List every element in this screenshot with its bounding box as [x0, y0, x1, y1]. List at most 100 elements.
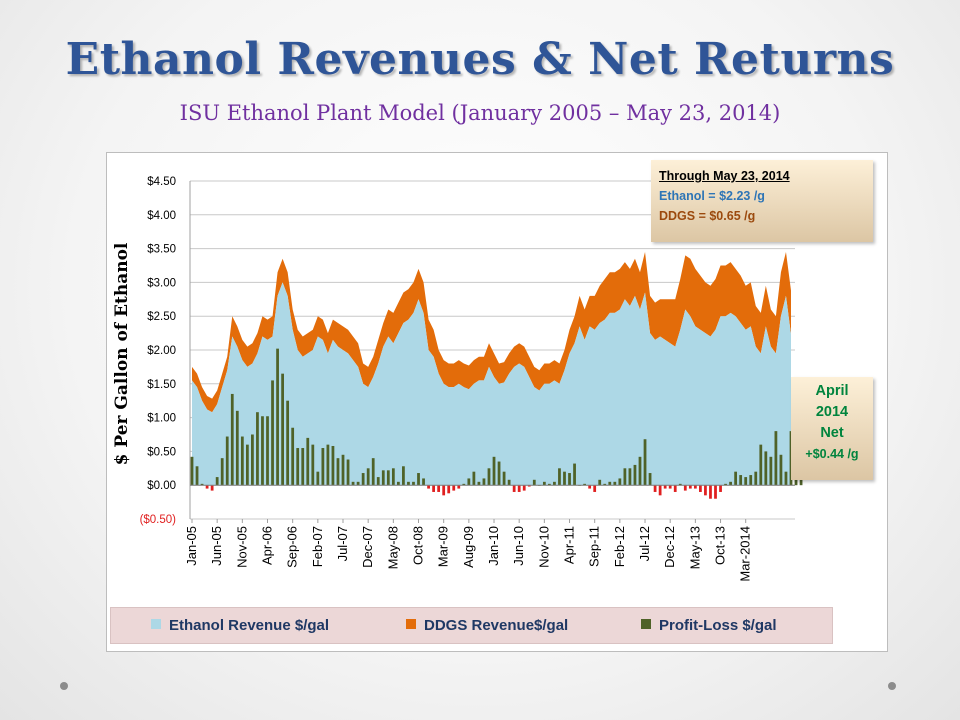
x-tick-label: Jan-05 — [184, 526, 199, 566]
x-tick-label: May-13 — [687, 526, 702, 569]
profit-loss-bar — [653, 485, 657, 492]
y-tick-label: $3.00 — [147, 277, 176, 289]
profit-loss-bar — [296, 448, 300, 486]
profit-loss-bar — [261, 416, 264, 486]
profit-loss-bar — [553, 481, 556, 486]
profit-loss-bar — [668, 485, 672, 489]
profit-loss-bar — [195, 466, 199, 486]
y-tick-label: ($0.50) — [140, 514, 177, 526]
profit-loss-bar — [558, 468, 561, 486]
profit-loss-bar — [623, 468, 627, 486]
profit-loss-bar — [381, 470, 385, 486]
profit-loss-bar — [779, 454, 783, 486]
profit-loss-bar — [402, 466, 405, 486]
profit-loss-bar — [497, 461, 501, 486]
profit-loss-bar — [457, 485, 461, 489]
net-box-label: Net — [820, 425, 844, 441]
profit-loss-bar — [271, 380, 274, 486]
profit-loss-bar — [507, 479, 511, 486]
profit-loss-bar — [366, 468, 370, 486]
profit-loss-bar — [286, 400, 290, 486]
y-tick-label: $3.50 — [147, 244, 176, 256]
chart-svg: ($0.50) $0.00 $0.50 $1.00 $1.50 $2.00 $2.50 $3.… — [140, 176, 803, 582]
x-tick-label: Dec-12 — [662, 526, 677, 568]
profit-loss-bar — [235, 410, 239, 486]
x-tick-label: Mar-09 — [436, 526, 451, 567]
y-tick-label: $1.50 — [147, 379, 176, 391]
profit-loss-bar — [492, 456, 496, 486]
profit-loss-bar — [427, 485, 430, 489]
net-box-year: 2014 — [815, 404, 849, 420]
profit-loss-bar — [396, 481, 400, 486]
profit-loss-bar — [729, 481, 732, 486]
y-tick-label: $0.50 — [147, 446, 176, 458]
profit-loss-bar — [759, 444, 763, 486]
profit-loss-bar — [442, 485, 446, 496]
info-box-title: Through May 23, 2014 — [659, 169, 790, 183]
profit-loss-bar — [230, 393, 234, 486]
profit-loss-bar — [673, 485, 677, 492]
profit-loss-bar — [341, 454, 345, 486]
legend-swatch-ddgs — [406, 619, 416, 629]
profit-loss-bar — [356, 481, 360, 486]
x-tick-label: Jun-10 — [511, 526, 526, 566]
profit-loss-bar — [281, 373, 284, 486]
profit-loss-bar — [542, 481, 546, 486]
profit-loss-bar — [769, 456, 773, 486]
profit-loss-bar — [225, 436, 229, 486]
x-tick-labels: Jan-05 Jun-05 Nov-05 Apr-06 Sep-06 Feb-07 Jul-… — [184, 519, 753, 582]
x-tick-label: Jun-05 — [209, 526, 224, 566]
profit-loss-bar — [774, 431, 778, 486]
profit-loss-bar — [452, 485, 456, 491]
y-tick-label: $2.50 — [147, 311, 176, 323]
profit-loss-bar — [517, 485, 521, 492]
net-return-box: April 2014 Net +$0.44 /g — [791, 377, 873, 480]
axes — [189, 181, 795, 519]
profit-loss-bar — [663, 485, 667, 489]
profit-loss-bar — [437, 485, 441, 492]
x-tick-label: Apr-06 — [260, 526, 275, 565]
profit-loss-bar — [256, 412, 259, 486]
ddgs-revenue-area — [192, 251, 791, 413]
profit-loss-bar — [638, 456, 642, 486]
profit-loss-bar — [724, 483, 727, 486]
profit-loss-bar — [784, 471, 788, 486]
profit-loss-bar — [658, 485, 662, 496]
profit-loss-bar — [749, 475, 753, 486]
y-tick-label: $4.50 — [147, 176, 176, 188]
x-tick-label: Feb-12 — [612, 526, 627, 567]
through-date-box: Through May 23, 2014 Ethanol = $2.23 /g … — [651, 160, 873, 242]
profit-loss-bar — [532, 479, 536, 486]
profit-loss-bar — [316, 471, 320, 486]
profit-loss-bar — [487, 468, 491, 486]
profit-loss-bar — [714, 485, 717, 499]
profit-loss-bar — [417, 473, 420, 486]
y-tick-label: $0.00 — [147, 480, 176, 492]
profit-loss-bar — [311, 444, 315, 486]
x-tick-label: Jan-10 — [486, 526, 501, 566]
profit-loss-bar — [391, 468, 395, 486]
profit-loss-bar — [699, 485, 702, 492]
info-box-ddgs: DDGS = $0.65 /g — [659, 209, 756, 223]
y-tick-label: $1.00 — [147, 413, 176, 425]
profit-loss-bar — [502, 471, 506, 486]
profit-loss-bar — [321, 448, 325, 486]
profit-loss-bar — [291, 427, 295, 486]
x-tick-label: Sep-06 — [285, 526, 300, 568]
profit-loss-bar — [583, 483, 587, 486]
profit-loss-bar — [719, 485, 722, 492]
x-tick-label: Apr-11 — [562, 526, 577, 564]
profit-loss-bar — [633, 464, 637, 486]
profit-loss-bar — [683, 485, 687, 491]
profit-loss-bar — [522, 485, 526, 491]
profit-loss-bar — [628, 468, 632, 486]
x-tick-label: Nov-05 — [234, 526, 249, 568]
legend-swatch-ethanol — [151, 619, 161, 629]
profit-loss-bar — [376, 477, 380, 486]
profit-loss-bar — [693, 485, 697, 489]
x-tick-label: Feb-07 — [310, 526, 325, 567]
slide-dot-right — [888, 682, 896, 690]
profit-loss-bar — [462, 483, 466, 486]
profit-loss-bar — [336, 458, 340, 486]
profit-loss-bar — [527, 485, 531, 487]
